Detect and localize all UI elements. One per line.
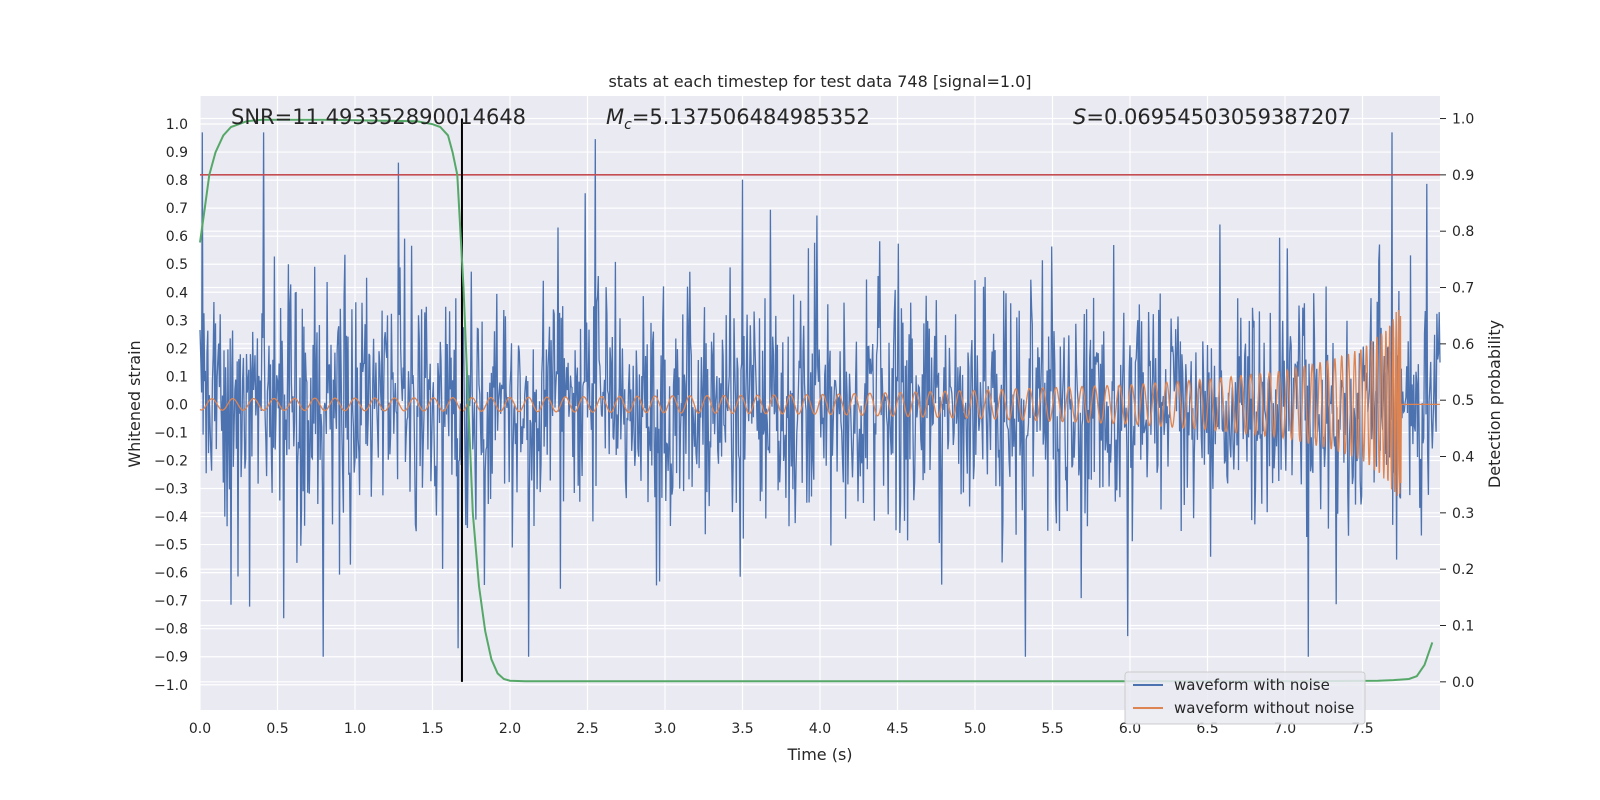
y-tick-label: 0.1 bbox=[166, 369, 188, 385]
snr-annotation: SNR=11.493352890014648 bbox=[231, 105, 526, 129]
y-tick-label: 0.7 bbox=[166, 201, 188, 217]
series-waveform-without-noise bbox=[199, 309, 1440, 497]
legend-label-clean: waveform without noise bbox=[1174, 699, 1354, 717]
chirp-mass-subscript: c bbox=[624, 117, 632, 133]
y-tick-label: −0.9 bbox=[154, 650, 188, 666]
x-tick-label: 4.5 bbox=[886, 721, 908, 737]
x-tick-label: 0.0 bbox=[189, 721, 211, 737]
y2-tick-label: 0.9 bbox=[1452, 168, 1474, 184]
s-symbol: S bbox=[1073, 105, 1086, 129]
x-tick-label: 5.5 bbox=[1041, 721, 1063, 737]
y2-tick-label: 0.2 bbox=[1452, 562, 1474, 578]
y-tick-label: 0.4 bbox=[166, 285, 188, 301]
y2-axis-label: Detection probability bbox=[1485, 320, 1504, 488]
x-tick-label: 1.0 bbox=[344, 721, 366, 737]
y-tick-label: 0.2 bbox=[166, 341, 188, 357]
y-tick-label: −0.7 bbox=[154, 594, 188, 610]
y2-tick-label: 0.4 bbox=[1452, 450, 1474, 466]
overlay-lines bbox=[200, 118, 1440, 682]
y-tick-label: 1.0 bbox=[166, 117, 188, 133]
series-waveform-with-noise bbox=[199, 132, 1441, 657]
y2-tick-label: 0.1 bbox=[1452, 619, 1474, 635]
y-axis-ticks: 1.0 0.9 0.8 0.7 0.6 0.5 0.4 0.3 0.2 0.1 0.0 −0.1 −0.… bbox=[154, 117, 188, 694]
x-tick-label: 6.0 bbox=[1119, 721, 1141, 737]
y-axis-label: Whitened strain bbox=[125, 340, 144, 467]
x-tick-label: 0.5 bbox=[266, 721, 288, 737]
x-tick-label: 7.5 bbox=[1351, 721, 1373, 737]
y-tick-label: 0.3 bbox=[166, 313, 188, 329]
x-tick-label: 1.5 bbox=[421, 721, 443, 737]
y2-tick-label: 0.7 bbox=[1452, 281, 1474, 297]
y2-tick-label: 0.6 bbox=[1452, 337, 1474, 353]
x-axis-ticks: 0.0 0.5 1.0 1.5 2.0 2.5 3.0 3.5 4.0 4.5 5.0 5.5 6.0 6… bbox=[189, 721, 1374, 737]
x-tick-label: 2.0 bbox=[499, 721, 521, 737]
chirp-mass-symbol: M bbox=[606, 105, 624, 129]
y-tick-label: 0.8 bbox=[166, 173, 188, 189]
y-tick-label: −0.1 bbox=[154, 425, 188, 441]
noisy-waveform-line bbox=[199, 132, 1441, 657]
chirp-mass-value: =5.137506484985352 bbox=[632, 105, 870, 129]
chirp-mass-annotation: Mc=5.137506484985352 bbox=[606, 105, 870, 133]
legend-label-noisy: waveform with noise bbox=[1174, 676, 1330, 694]
x-tick-label: 3.0 bbox=[654, 721, 676, 737]
y-tick-label: 0.6 bbox=[166, 229, 188, 245]
s-value: =0.06954503059387207 bbox=[1086, 105, 1351, 129]
legend-box bbox=[1124, 671, 1366, 725]
y-tick-label: −0.8 bbox=[154, 622, 188, 638]
y-tick-label: −0.5 bbox=[154, 538, 188, 554]
y-tick-label: 0.9 bbox=[166, 145, 188, 161]
x-tick-label: 5.0 bbox=[964, 721, 986, 737]
y2-axis-ticks: 0.0 0.1 0.2 0.3 0.4 0.5 0.6 0.7 0.8 0.9 1.0 bbox=[1440, 112, 1474, 691]
x-tick-label: 2.5 bbox=[576, 721, 598, 737]
y-tick-label: −0.3 bbox=[154, 482, 188, 498]
y-tick-label: −0.2 bbox=[154, 453, 188, 469]
chart-title: stats at each timestep for test data 748… bbox=[608, 72, 1031, 91]
y2-tick-label: 0.5 bbox=[1452, 393, 1474, 409]
s-annotation: S=0.06954503059387207 bbox=[1073, 105, 1351, 129]
y2-tick-label: 0.3 bbox=[1452, 506, 1474, 522]
clean-waveform-line bbox=[199, 309, 1440, 497]
y-tick-label: −1.0 bbox=[154, 678, 188, 694]
x-tick-label: 3.5 bbox=[731, 721, 753, 737]
x-tick-label: 6.5 bbox=[1196, 721, 1218, 737]
y-tick-label: 0.0 bbox=[166, 397, 188, 413]
y-tick-label: −0.4 bbox=[154, 510, 188, 526]
x-axis-label: Time (s) bbox=[786, 745, 852, 764]
y2-tick-label: 1.0 bbox=[1452, 112, 1474, 128]
legend: waveform with noise waveform without noi… bbox=[1124, 671, 1366, 725]
y-tick-label: −0.6 bbox=[154, 566, 188, 582]
x-tick-label: 7.0 bbox=[1274, 721, 1296, 737]
y2-tick-label: 0.8 bbox=[1452, 224, 1474, 240]
y2-tick-label: 0.0 bbox=[1452, 675, 1474, 691]
y-tick-label: 0.5 bbox=[166, 257, 188, 273]
x-tick-label: 4.0 bbox=[809, 721, 831, 737]
